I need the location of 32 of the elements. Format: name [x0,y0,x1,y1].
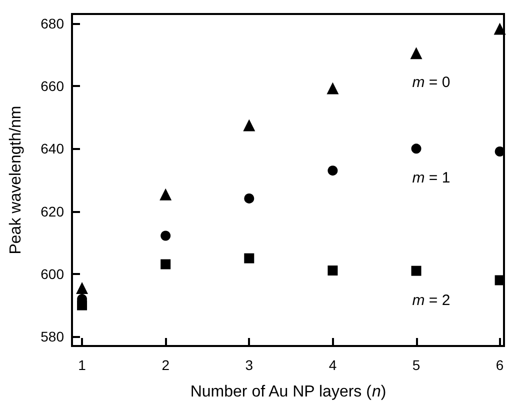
point [410,47,422,60]
y-tick-label: 640 [40,140,64,157]
y-tick-label: 620 [40,203,64,220]
point [328,266,338,276]
y-tick-label: 660 [40,78,64,94]
point [77,300,88,310]
x-tick-label: 2 [162,357,170,373]
point [244,193,254,204]
x-tick-label: 1 [78,357,86,373]
annotation: m = 0 [412,74,450,92]
point [411,144,422,154]
x-tick-label: 4 [328,357,337,373]
x-tick-label: 3 [245,357,254,373]
point [160,259,171,270]
point [326,82,339,94]
point [328,166,338,176]
point [494,22,506,35]
y-tick-label: 600 [40,266,64,282]
point [160,230,171,241]
x-axis-title: Number of Au NP layers (n) [190,384,386,400]
y-tick-label: 580 [40,328,64,345]
point [76,282,88,294]
annotation: m = 2 [412,292,450,309]
x-tick-label: 5 [412,357,420,373]
point [160,188,172,200]
annotation: m = 1 [412,170,450,187]
y-tick-label: 680 [40,15,64,32]
y-axis-title: Peak wavelength/nm [8,106,24,254]
point [244,253,254,264]
x-tick-label: 6 [496,357,504,373]
point [243,119,256,132]
point [411,266,422,276]
